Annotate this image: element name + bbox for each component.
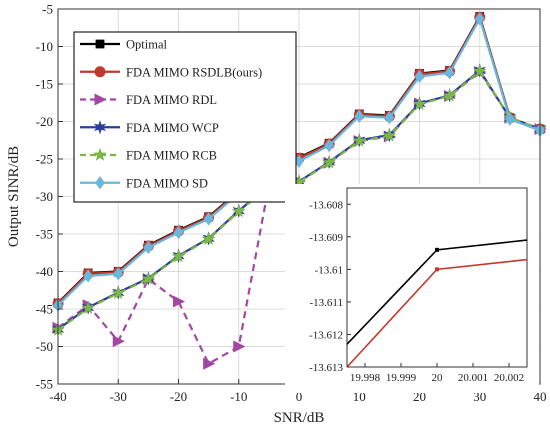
legend-entry: FDA MIMO RCB — [80, 147, 217, 163]
data-point — [352, 133, 367, 147]
inset-y-tick-label: -13.608 — [309, 199, 343, 211]
data-point — [93, 120, 107, 135]
data-point — [173, 225, 184, 240]
y-tick-label: -30 — [36, 189, 53, 204]
inset-x-tick-label: 19.999 — [386, 372, 417, 384]
inset-frame — [346, 187, 528, 368]
legend-entry: FDA MIMO RDL — [80, 93, 217, 107]
data-point — [201, 232, 216, 246]
y-tick-label: -25 — [36, 152, 53, 167]
legend-label: FDA MIMO RCB — [126, 149, 217, 163]
data-point — [233, 340, 246, 353]
inset-y-tick-label: -13.611 — [309, 297, 343, 309]
inset-y-tick-label: -13.609 — [309, 232, 343, 244]
inset-y-tick-label: -13.61 — [315, 264, 343, 276]
inset-point — [435, 247, 439, 252]
y-tick-label: -45 — [36, 302, 53, 317]
data-point — [173, 295, 186, 308]
data-point — [474, 12, 485, 26]
y-tick-label: -55 — [36, 377, 53, 392]
inset-x-tick-label: 20.001 — [458, 372, 488, 384]
x-tick-label: -10 — [230, 389, 247, 404]
y-tick-label: -50 — [36, 339, 53, 354]
data-point — [143, 240, 154, 255]
inset-x-tick-label: 20.002 — [494, 372, 524, 384]
data-point — [95, 39, 105, 49]
data-point — [83, 269, 94, 283]
y-tick-label: -35 — [36, 227, 53, 242]
y-axis-label: Output SINR/dB — [6, 146, 22, 247]
data-point — [354, 109, 365, 123]
data-point — [504, 112, 515, 126]
data-point — [444, 66, 455, 80]
y-tick-label: -20 — [36, 114, 53, 129]
legend-label: Optimal — [126, 38, 167, 52]
data-point — [231, 204, 246, 218]
y-tick-label: -15 — [36, 77, 53, 92]
legend-entry: FDA MIMO WCP — [80, 120, 219, 135]
x-axis-label: SNR/dB — [274, 410, 325, 426]
data-point — [141, 271, 156, 285]
inset-x-tick-label: 19.998 — [350, 372, 381, 384]
data-point — [384, 111, 395, 125]
legend-box — [73, 31, 297, 203]
data-point — [93, 147, 107, 161]
data-point — [171, 249, 186, 263]
data-point — [322, 155, 336, 169]
inset-chart: 19.998 19.999 20 20.001 20.002 -13.608 -13.609… — [285, 184, 539, 393]
data-point — [414, 69, 425, 84]
series-fda-mimo-sd — [53, 12, 545, 312]
data-point — [112, 335, 125, 348]
data-point — [94, 93, 107, 106]
y-tick-label: -40 — [36, 264, 53, 279]
data-point — [382, 128, 397, 142]
data-point — [94, 66, 106, 78]
inset-y-tick-label: -13.612 — [309, 329, 343, 341]
data-point — [324, 138, 335, 153]
x-tick-label: -20 — [170, 389, 187, 404]
x-tick-label: -40 — [49, 389, 66, 404]
legend-label: FDA MIMO RSDLB(ours) — [126, 65, 262, 79]
data-point — [113, 267, 124, 281]
legend: Optimal FDA MIMO RSDLB(ours) FDA MIMO RDL F… — [73, 31, 297, 203]
legend-entry: FDA MIMO RSDLB(ours) — [80, 65, 262, 79]
inset-x-tick-label: 20 — [432, 372, 444, 384]
data-point — [412, 97, 427, 111]
data-point — [203, 212, 214, 226]
data-point — [472, 64, 487, 78]
data-point — [111, 286, 126, 300]
y-tick-label: -10 — [36, 39, 53, 54]
x-tick-label: 0 — [296, 389, 303, 404]
inset-y-tick-label: -13.613 — [309, 362, 343, 374]
x-tick-label: -30 — [110, 389, 127, 404]
data-point — [81, 301, 95, 315]
y-tick-label: -5 — [42, 2, 53, 17]
legend-label: FDA MIMO WCP — [126, 121, 219, 135]
legend-entry: Optimal — [80, 38, 167, 52]
data-point — [442, 88, 457, 102]
inset-point — [435, 267, 439, 272]
data-point — [292, 175, 306, 189]
legend-label: FDA MIMO RDL — [126, 93, 217, 107]
data-point — [95, 176, 105, 190]
legend-label: FDA MIMO SD — [126, 176, 208, 190]
data-point — [203, 357, 216, 370]
legend-entry: FDA MIMO SD — [80, 176, 208, 190]
